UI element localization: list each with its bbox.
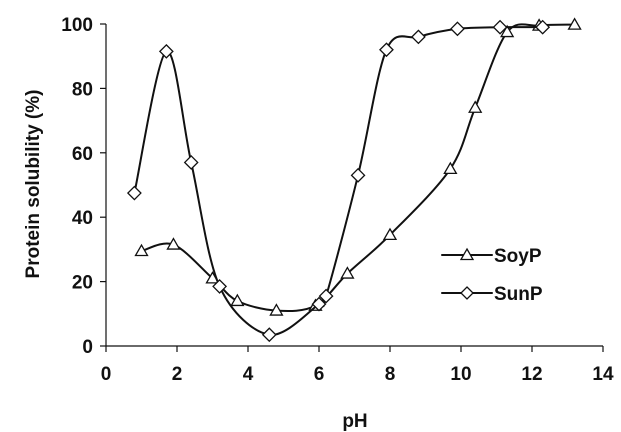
data-point-sunp — [410, 29, 426, 45]
x-tick-label: 14 — [592, 364, 614, 385]
data-point-sunp — [450, 21, 465, 37]
y-tick-label: 0 — [82, 337, 93, 358]
data-point-soyp — [134, 243, 149, 257]
data-point-sunp — [311, 296, 327, 312]
data-point-sunp — [126, 185, 142, 201]
x-tick-label: 8 — [385, 364, 396, 385]
x-tick-label: 10 — [450, 364, 471, 385]
data-point-sunp — [492, 19, 508, 35]
data-point-soyp — [468, 100, 483, 113]
series-soyp — [134, 17, 582, 316]
legend: SoyP SunP — [441, 246, 543, 305]
axes: 0 20 40 60 80 100 0 2 4 6 8 10 12 14 — [61, 15, 614, 385]
data-point-soyp — [443, 161, 458, 175]
series-layer — [126, 17, 582, 343]
data-point-sunp — [318, 288, 334, 304]
data-point-sunp — [535, 19, 551, 35]
y-axis-title: Protein solubility (%) — [23, 90, 44, 279]
x-tick-label: 12 — [521, 364, 542, 385]
x-axis-title: pH — [342, 411, 367, 432]
y-tick-label: 100 — [61, 15, 93, 36]
data-point-soyp — [230, 293, 245, 307]
data-point-soyp — [500, 24, 515, 38]
x-tick-label: 2 — [172, 364, 183, 385]
x-tick-label: 4 — [243, 364, 254, 385]
legend-marker-sunp — [460, 286, 474, 300]
data-point-sunp — [379, 42, 394, 58]
y-tick-label: 80 — [72, 79, 93, 100]
data-point-sunp — [158, 43, 174, 59]
legend-label-sunp: SunP — [494, 284, 543, 305]
x-tick-label: 0 — [101, 364, 112, 385]
data-point-soyp — [166, 237, 181, 250]
data-point-sunp — [261, 327, 277, 343]
y-tick-label: 40 — [72, 208, 93, 229]
y-tick-label: 60 — [72, 144, 93, 165]
data-point-soyp — [340, 266, 355, 279]
data-point-sunp — [183, 155, 199, 170]
data-point-sunp — [212, 279, 228, 294]
series-line-soyp — [140, 23, 576, 313]
data-point-soyp — [269, 303, 284, 316]
data-point-soyp — [382, 227, 398, 241]
y-tick-label: 20 — [72, 273, 93, 294]
legend-item-sunp: SunP — [441, 284, 543, 305]
legend-marker-soyp — [459, 247, 475, 261]
legend-label-soyp: SoyP — [494, 246, 542, 267]
legend-item-soyp: SoyP — [441, 246, 542, 267]
series-sunp — [126, 19, 551, 343]
series-line-sunp — [133, 26, 544, 336]
data-point-soyp — [567, 17, 582, 30]
x-tick-label: 6 — [314, 364, 325, 385]
data-point-sunp — [350, 167, 366, 183]
